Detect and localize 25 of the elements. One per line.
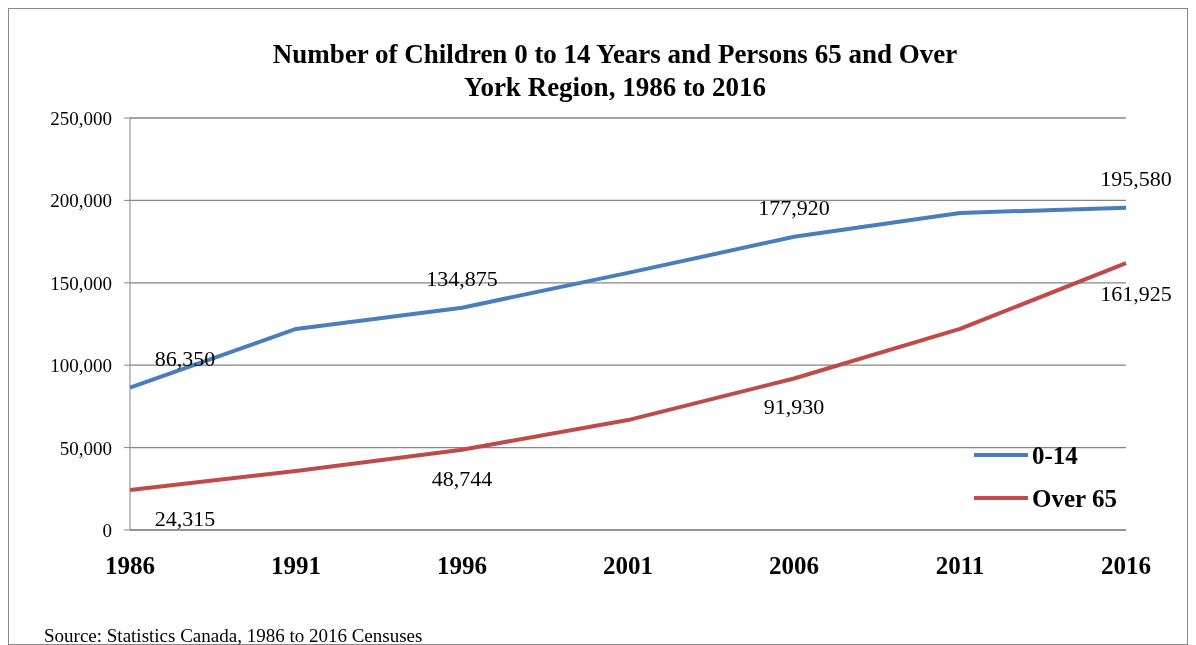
y-tick-label: 150,000	[50, 272, 112, 294]
data-label: 134,875	[426, 265, 498, 291]
data-label: 48,744	[431, 465, 493, 491]
chart-title: Number of Children 0 to 14 Years and Persons 65 and Over York Region, 1986 to 2016	[272, 39, 958, 102]
x-tick-label: 1986	[105, 552, 155, 579]
x-tick-label: 2011	[935, 552, 985, 579]
data-label: 86,350	[154, 345, 216, 371]
y-tick-label: 200,000	[50, 190, 112, 212]
data-label: 91,930	[763, 394, 825, 420]
y-tick-label: 50,000	[59, 437, 112, 459]
y-tick-label: 100,000	[50, 355, 112, 377]
data-label: 161,925	[1100, 281, 1172, 307]
x-tick-label: 1991	[271, 552, 321, 579]
x-tick-label: 1996	[437, 552, 487, 579]
source-note: Source: Statistics Canada, 1986 to 2016 Censuses	[44, 625, 423, 645]
data-label: 177,920	[758, 194, 830, 220]
legend-label: 0-14	[1032, 442, 1079, 469]
y-tick-label: 0	[102, 520, 112, 541]
x-tick-label: 2006	[769, 552, 819, 579]
data-label: 24,315	[154, 505, 216, 531]
x-tick-label: 2001	[603, 552, 653, 579]
data-label: 195,580	[1100, 165, 1172, 191]
legend-label: Over 65	[1032, 485, 1117, 512]
y-tick-label: 250,000	[50, 108, 112, 129]
x-tick-label: 2016	[1101, 552, 1151, 579]
